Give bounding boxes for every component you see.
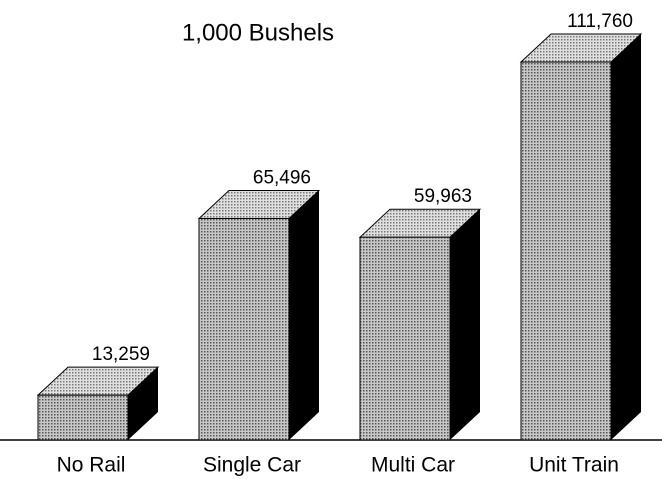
value-label: 65,496 xyxy=(253,167,311,188)
bar-side xyxy=(450,209,480,440)
x-tick-label: Unit Train xyxy=(529,454,619,477)
x-tick-label: No Rail xyxy=(57,454,126,477)
bar-side xyxy=(128,367,158,440)
bar xyxy=(359,236,451,441)
subtitle: 1,000 Bushels xyxy=(182,19,334,46)
x-tick-label: Multi Car xyxy=(371,454,455,477)
value-label: 13,259 xyxy=(92,344,150,365)
bar xyxy=(198,217,290,441)
x-tick-label: Single Car xyxy=(203,454,301,477)
bar-side xyxy=(289,190,319,440)
value-label: 59,963 xyxy=(414,186,472,207)
bar-side xyxy=(611,34,641,440)
bar xyxy=(37,394,129,441)
bar xyxy=(520,61,612,441)
value-label: 111,760 xyxy=(567,11,633,32)
